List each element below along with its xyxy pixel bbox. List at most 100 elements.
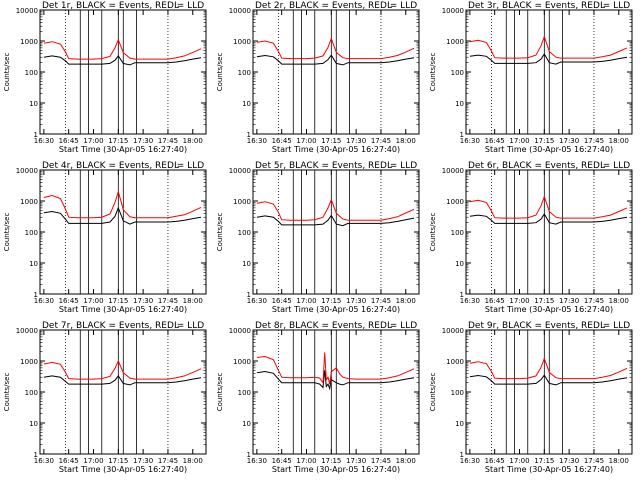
lld-series-line bbox=[43, 359, 202, 380]
lld-series-line bbox=[256, 352, 415, 385]
x-tick-label: 16:30 bbox=[247, 297, 267, 305]
y-axis-label: Counts/sec bbox=[216, 213, 224, 252]
x-tick-label: 18:00 bbox=[183, 297, 203, 305]
legend-mark: L bbox=[387, 161, 392, 171]
legend-mark: L bbox=[600, 161, 605, 171]
x-tick-label: 17:45 bbox=[371, 137, 391, 145]
x-tick-label: 17:15 bbox=[534, 137, 554, 145]
x-tick-label: 17:00 bbox=[296, 137, 316, 145]
x-tick-label: 17:30 bbox=[346, 297, 366, 305]
x-tick-label: 17:15 bbox=[321, 457, 341, 465]
y-tick-label: 1000 bbox=[233, 198, 251, 206]
x-tick-label: 18:00 bbox=[396, 457, 416, 465]
y-tick-label: 1 bbox=[34, 291, 38, 299]
x-tick-label: 18:00 bbox=[396, 297, 416, 305]
legend-mark: L bbox=[387, 321, 392, 331]
x-tick-label: 17:30 bbox=[133, 457, 153, 465]
x-tick-label: 16:30 bbox=[460, 457, 480, 465]
legend-mark: L bbox=[174, 1, 179, 11]
y-tick-label: 10 bbox=[29, 260, 38, 268]
chart-title: Det 2r, BLACK = Events, RED = LLD bbox=[255, 1, 417, 11]
x-tick-label: 17:00 bbox=[509, 297, 529, 305]
legend-mark: L bbox=[387, 1, 392, 11]
x-tick-label: 18:00 bbox=[609, 457, 629, 465]
y-tick-label: 10 bbox=[455, 100, 464, 108]
y-tick-label: 1000 bbox=[20, 358, 38, 366]
events-series-line bbox=[469, 374, 628, 386]
x-axis-label: Start Time (30-Apr-05 16:27:40) bbox=[59, 145, 187, 154]
x-tick-label: 17:30 bbox=[559, 457, 579, 465]
y-axis-label: Counts/sec bbox=[3, 213, 11, 252]
events-series-line bbox=[469, 53, 628, 65]
x-axis-label: Start Time (30-Apr-05 16:27:40) bbox=[485, 305, 613, 314]
legend-mark: L bbox=[174, 161, 179, 171]
y-tick-label: 1000 bbox=[20, 198, 38, 206]
y-tick-label: 1000 bbox=[446, 38, 464, 46]
events-series-line bbox=[256, 214, 415, 227]
y-axis-label: Counts/sec bbox=[429, 213, 437, 252]
y-tick-label: 10000 bbox=[229, 7, 251, 15]
x-tick-label: 17:45 bbox=[371, 297, 391, 305]
chart-title: Det 3r, BLACK = Events, RED = LLD bbox=[468, 1, 630, 11]
x-tick-label: 17:45 bbox=[158, 297, 178, 305]
x-tick-label: 18:00 bbox=[183, 457, 203, 465]
events-series-line bbox=[43, 375, 202, 386]
y-tick-label: 1000 bbox=[446, 358, 464, 366]
y-tick-label: 10000 bbox=[442, 7, 464, 15]
y-axis-label: Counts/sec bbox=[429, 53, 437, 92]
x-tick-label: 17:30 bbox=[133, 297, 153, 305]
lld-series-line bbox=[469, 34, 628, 59]
x-tick-label: 16:45 bbox=[272, 137, 292, 145]
x-tick-label: 17:15 bbox=[321, 297, 341, 305]
events-series-line bbox=[256, 370, 415, 391]
y-tick-label: 10000 bbox=[16, 167, 38, 175]
x-tick-label: 16:45 bbox=[485, 457, 505, 465]
x-axis-label: Start Time (30-Apr-05 16:27:40) bbox=[272, 305, 400, 314]
x-tick-label: 17:30 bbox=[346, 457, 366, 465]
x-tick-label: 17:15 bbox=[321, 137, 341, 145]
lld-series-line bbox=[256, 37, 415, 60]
x-tick-label: 18:00 bbox=[609, 137, 629, 145]
y-tick-label: 1 bbox=[247, 131, 251, 139]
y-tick-label: 10000 bbox=[16, 7, 38, 15]
lld-series-line bbox=[469, 194, 628, 219]
events-series-line bbox=[256, 54, 415, 66]
x-tick-label: 17:45 bbox=[158, 137, 178, 145]
chart-title: Det 7r, BLACK = Events, RED = LLD bbox=[42, 321, 204, 331]
y-tick-label: 100 bbox=[25, 69, 38, 77]
x-axis-label: Start Time (30-Apr-05 16:27:40) bbox=[272, 145, 400, 154]
y-tick-label: 100 bbox=[451, 389, 464, 397]
x-tick-label: 17:30 bbox=[559, 297, 579, 305]
x-tick-label: 16:45 bbox=[59, 457, 79, 465]
x-tick-label: 18:00 bbox=[183, 137, 203, 145]
legend-mark: L bbox=[600, 1, 605, 11]
y-tick-label: 1000 bbox=[446, 198, 464, 206]
x-tick-label: 16:30 bbox=[34, 137, 54, 145]
chart-title: Det 5r, BLACK = Events, RED = LLD bbox=[255, 161, 417, 171]
x-tick-label: 17:45 bbox=[584, 457, 604, 465]
y-axis-label: Counts/sec bbox=[3, 53, 11, 92]
y-tick-label: 1 bbox=[460, 291, 464, 299]
x-tick-label: 17:00 bbox=[83, 297, 103, 305]
x-tick-label: 17:30 bbox=[346, 137, 366, 145]
x-tick-label: 17:15 bbox=[108, 457, 128, 465]
x-tick-label: 17:00 bbox=[509, 137, 529, 145]
events-series-line bbox=[43, 55, 202, 66]
x-tick-label: 16:45 bbox=[272, 457, 292, 465]
y-tick-label: 100 bbox=[238, 229, 251, 237]
y-tick-label: 10 bbox=[29, 100, 38, 108]
y-tick-label: 10 bbox=[29, 420, 38, 428]
x-tick-label: 17:00 bbox=[83, 137, 103, 145]
y-tick-label: 100 bbox=[238, 389, 251, 397]
y-tick-label: 1 bbox=[460, 451, 464, 459]
x-tick-label: 17:45 bbox=[584, 297, 604, 305]
chart-title: Det 4r, BLACK = Events, RED = LLD bbox=[42, 161, 204, 171]
x-tick-label: 16:30 bbox=[34, 457, 54, 465]
x-axis-label: Start Time (30-Apr-05 16:27:40) bbox=[59, 465, 187, 474]
x-tick-label: 16:30 bbox=[34, 297, 54, 305]
